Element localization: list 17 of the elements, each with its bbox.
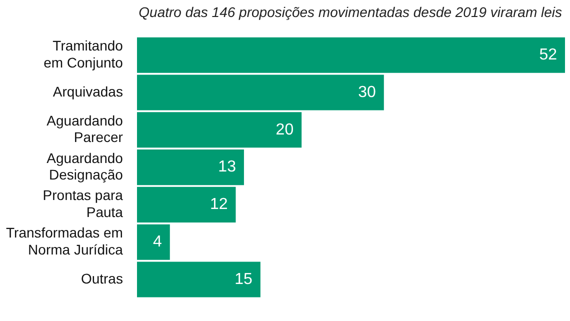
data-label: 30 [358, 84, 376, 101]
y-tick-label: Aguardando Parecer [46, 112, 124, 146]
y-tick-label: Outras [80, 270, 123, 286]
data-label: 4 [152, 234, 162, 251]
bar [136, 150, 244, 186]
bar [136, 186, 236, 222]
data-label: 12 [210, 196, 228, 214]
chart-subtitle: Quatro das 146 proposições movimentadas desde 2019 viraram leis [138, 4, 562, 20]
data-label: 15 [234, 270, 253, 288]
data-label: 13 [218, 158, 236, 176]
data-label: 52 [539, 46, 558, 64]
y-tick-label: Prontas para Pauta [42, 187, 124, 220]
y-tick-label: Arquivadas [52, 83, 123, 100]
y-tick-label: Transformadas em Norma Jurídica [6, 224, 124, 258]
data-label: 20 [276, 121, 294, 138]
y-tick-label: Tramitando em Conjunto [44, 38, 124, 70]
y-tick-label: Aguardando Designação [46, 150, 124, 183]
